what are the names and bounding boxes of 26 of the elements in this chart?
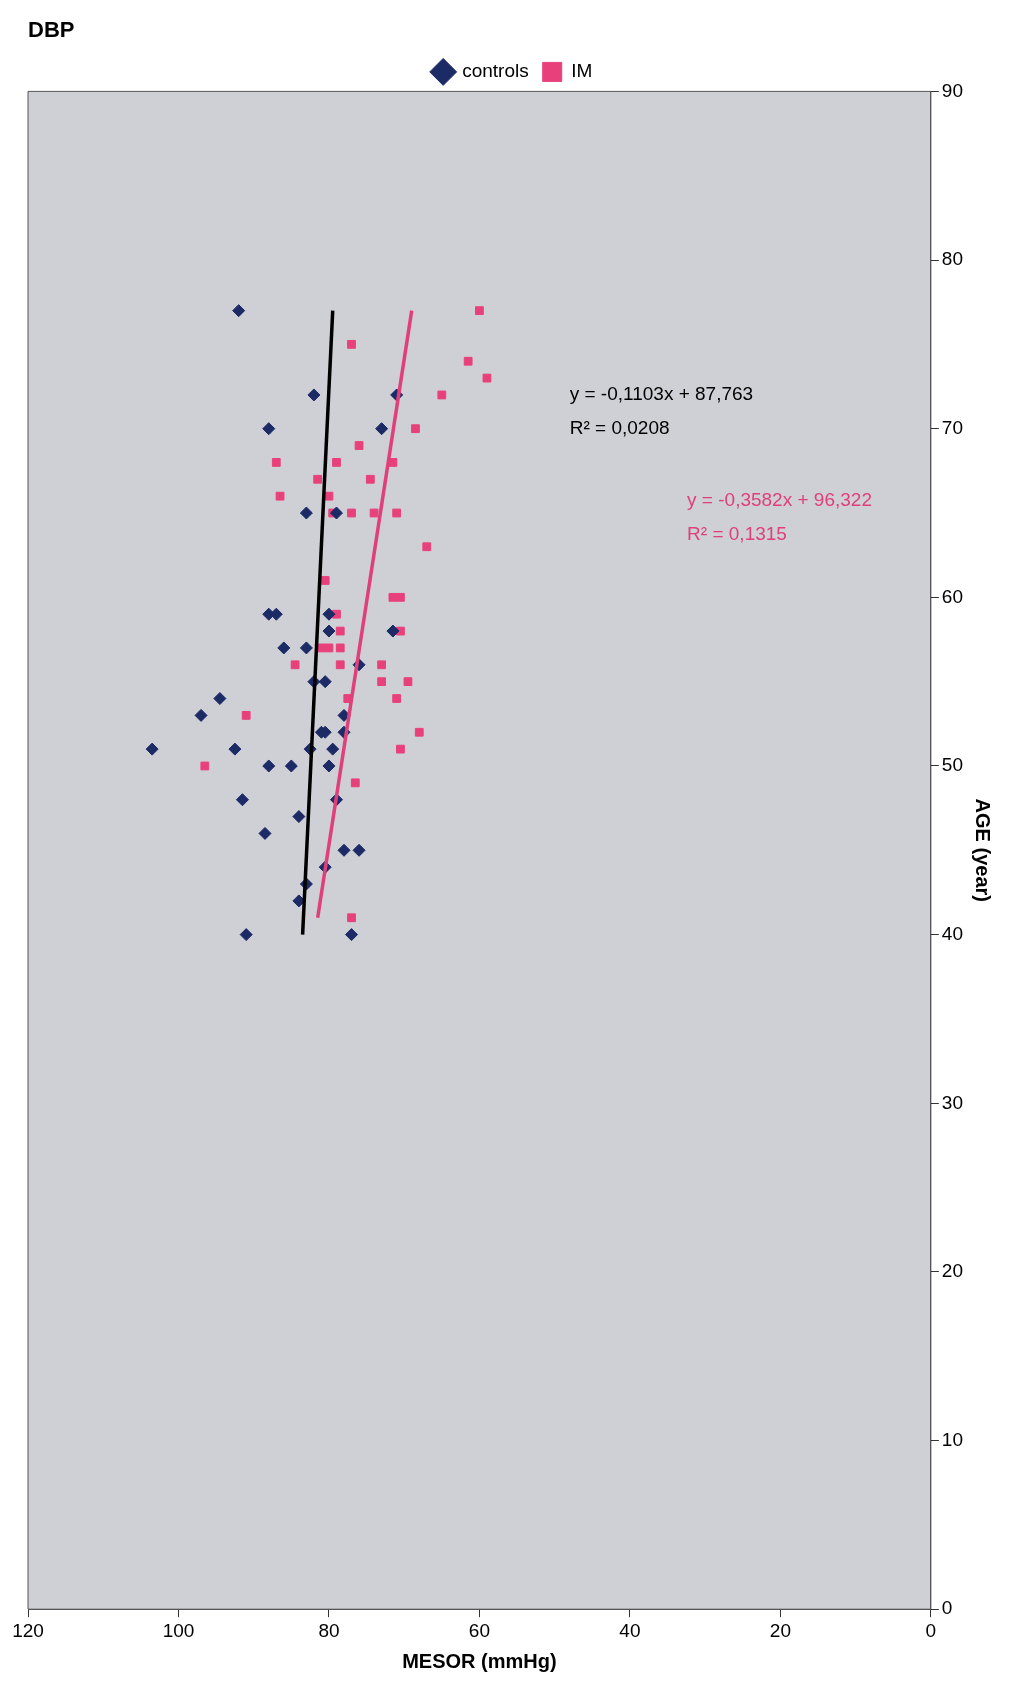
x-tick-label: 0 [925,1619,937,1641]
legend-label: controls [462,60,529,82]
y-tick-label: 0 [941,1597,953,1619]
annotation: R² = 0,1315 [687,522,787,544]
x-tick-label: 100 [162,1619,195,1641]
y-tick-label: 70 [941,416,964,438]
annotation: R² = 0,0208 [569,416,670,438]
y-tick-label: 90 [941,79,964,101]
y-tick-label: 40 [941,922,964,944]
x-axis-title: MESOR (mmHg) [402,1649,557,1672]
legend-label: IM [571,60,593,82]
y-tick-label: 10 [941,1428,964,1450]
annotation: y = -0,3582x + 96,322 [687,489,872,511]
x-tick-label: 40 [619,1619,641,1641]
x-tick-label: 120 [12,1619,44,1641]
chart-title: DBP [28,17,75,43]
y-tick-label: 30 [941,1091,964,1113]
annotation: y = -0,1103x + 87,763 [569,383,754,405]
x-tick-label: 80 [318,1619,340,1641]
y-tick-label: 80 [941,248,964,270]
y-tick-label: 50 [941,754,964,776]
y-tick-label: 20 [941,1260,964,1282]
y-axis-title: AGE (year) [972,798,995,902]
y-tick-label: 60 [941,585,964,607]
x-tick-label: 60 [468,1619,490,1641]
x-tick-label: 20 [769,1619,791,1641]
